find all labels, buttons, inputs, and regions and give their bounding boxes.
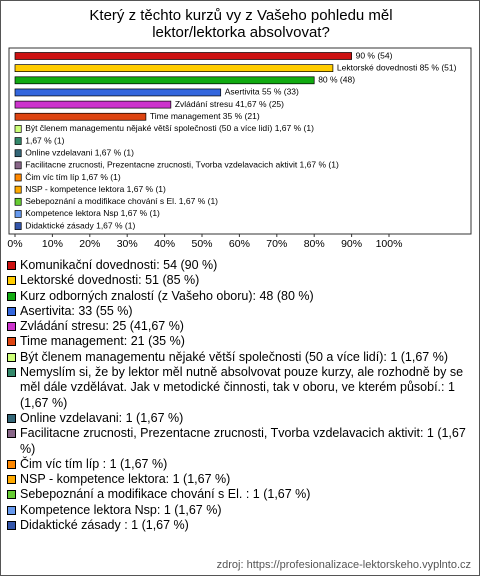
- legend-swatch: [7, 291, 16, 301]
- x-tick-label: 20%: [79, 238, 100, 250]
- legend-item: Kurz odborných znalostí (z Vašeho oboru)…: [7, 289, 473, 304]
- legend-item: NSP - kompetence lektora: 1 (1,67 %): [7, 472, 473, 487]
- legend-label: Didaktické zásady : 1 (1,67 %): [20, 518, 189, 533]
- bar: [14, 137, 22, 145]
- legend-swatch: [7, 521, 16, 531]
- x-tick-label: 10%: [42, 238, 63, 250]
- bar: [14, 173, 22, 182]
- bar: [14, 161, 22, 170]
- legend-swatch: [7, 276, 16, 286]
- x-tick-label: 30%: [117, 238, 138, 250]
- legend-label: Komunikační dovednosti: 54 (90 %): [20, 258, 218, 272]
- legend-label: Zvládání stresu: 25 (41,67 %): [20, 319, 184, 334]
- bar: [14, 210, 22, 218]
- legend-swatch: [7, 459, 16, 469]
- bar-label: Asertivita 55 % (33): [225, 87, 299, 97]
- legend-label: Asertivita: 33 (55 %): [20, 303, 133, 318]
- legend-swatch: [7, 368, 16, 378]
- bar: [14, 52, 352, 60]
- x-tick-label: 50%: [191, 238, 212, 250]
- legend-swatch: [7, 429, 16, 439]
- legend-label: Kurz odborných znalostí (z Vašeho oboru)…: [20, 288, 314, 303]
- x-tick-label: 90%: [341, 238, 362, 250]
- x-tick-label: 0%: [7, 238, 22, 250]
- chart-title: Který z těchto kurzů vy z Vašeho pohledu…: [89, 7, 393, 41]
- bar: [14, 76, 315, 85]
- legend-label: Čim víc tím líp : 1 (1,67 %): [20, 456, 168, 471]
- legend: Komunikační dovednosti: 54 (90 %) Lektors…: [7, 258, 473, 533]
- bar: [14, 125, 22, 133]
- bar-label: Online vzdelavani 1,67 % (1): [25, 147, 134, 157]
- x-tick-label: 60%: [229, 238, 250, 250]
- legend-item: Time management: 21 (35 %): [7, 334, 473, 349]
- bar-label: Sebepoznání a modifikace chování s El. 1…: [25, 196, 218, 206]
- bar-label: Být členem managementu nějaké větší spol…: [25, 123, 314, 133]
- legend-item: Lektorské dovednosti: 51 (85 %): [7, 273, 473, 288]
- legend-label: Lektorské dovednosti: 51 (85 %): [20, 273, 200, 288]
- legend-label: Nemyslím si, že by lektor měl nutně abso…: [20, 365, 464, 410]
- x-tick-label: 40%: [154, 238, 175, 250]
- legend-swatch: [7, 475, 16, 485]
- x-tick-label: 100%: [376, 238, 403, 250]
- legend-item: Online vzdelavani: 1 (1,67 %): [7, 411, 473, 426]
- bar-label: Facilitacne zrucnosti, Prezentacne zrucn…: [25, 160, 339, 170]
- legend-item: Facilitacne zrucnosti, Prezentacne zrucn…: [7, 426, 473, 457]
- bar-label: 1,67 % (1): [25, 135, 64, 145]
- legend-item: Sebepoznání a modifikace chování s El. :…: [7, 487, 473, 502]
- legend-swatch: [7, 413, 16, 423]
- x-tick-label: 70%: [266, 238, 287, 250]
- legend-item: Asertivita: 33 (55 %): [7, 304, 473, 319]
- bar-label: Čim víc tím líp 1,67 % (1): [25, 172, 121, 182]
- x-tick-label: 80%: [304, 238, 325, 250]
- bar: [14, 185, 22, 194]
- bar-label: Kompetence lektora Nsp 1,67 % (1): [25, 208, 160, 218]
- legend-swatch: [7, 490, 16, 500]
- legend-item: Didaktické zásady : 1 (1,67 %): [7, 518, 473, 533]
- bar-label: 80 % (48): [318, 75, 355, 85]
- bar: [14, 149, 22, 158]
- bar-label: Didaktické zásady 1,67 % (1): [25, 220, 135, 230]
- legend-label: Být členem managementu nějaké větší spol…: [20, 349, 448, 364]
- bar-label: NSP - kompetence lektora 1,67 % (1): [25, 184, 166, 194]
- chart: 0% 10% 20% 30% 40% 50% 60% 70% 80% 90% 100% 90 % (5…: [7, 47, 472, 250]
- legend-item: Zvládání stresu: 25 (41,67 %): [7, 319, 473, 334]
- source: zdroj: https://profesionalizace-lektorsk…: [216, 559, 471, 571]
- legend-label: Online vzdelavani: 1 (1,67 %): [20, 410, 184, 425]
- legend-swatch: [7, 505, 16, 515]
- bar-label: Zvládání stresu 41,67 % (25): [175, 99, 284, 109]
- legend-item: Komunikační dovednosti: 54 (90 %): [7, 258, 473, 273]
- legend-item: Čim víc tím líp : 1 (1,67 %): [7, 457, 473, 472]
- bar: [14, 88, 222, 97]
- bar-label: Lektorské dovednosti 85 % (51): [337, 62, 457, 72]
- legend-label: Kompetence lektora Nsp: 1 (1,67 %): [20, 502, 222, 517]
- legend-label: Facilitacne zrucnosti, Prezentacne zrucn…: [20, 426, 466, 456]
- bar: [14, 112, 147, 121]
- bar: [14, 197, 22, 206]
- legend-label: NSP - kompetence lektora: 1 (1,67 %): [20, 472, 231, 487]
- legend-item: Kompetence lektora Nsp: 1 (1,67 %): [7, 503, 473, 518]
- legend-label: Time management: 21 (35 %): [20, 334, 185, 349]
- legend-swatch: [7, 322, 16, 332]
- legend-swatch: [7, 337, 16, 347]
- bar-label: 90 % (54): [356, 50, 393, 60]
- legend-label: Sebepoznání a modifikace chování s El. :…: [20, 487, 311, 502]
- legend-swatch: [7, 352, 16, 362]
- legend-item: Nemyslím si, že by lektor měl nutně abso…: [7, 365, 473, 411]
- bar-label: Time management 35 % (21): [150, 111, 260, 121]
- bar: [14, 222, 22, 230]
- bar: [14, 100, 172, 109]
- legend-item: Být členem managementu nějaké větší spol…: [7, 350, 473, 365]
- plot-frame: [8, 47, 472, 235]
- legend-swatch: [7, 306, 16, 316]
- legend-swatch: [7, 261, 16, 270]
- bar: [14, 64, 334, 73]
